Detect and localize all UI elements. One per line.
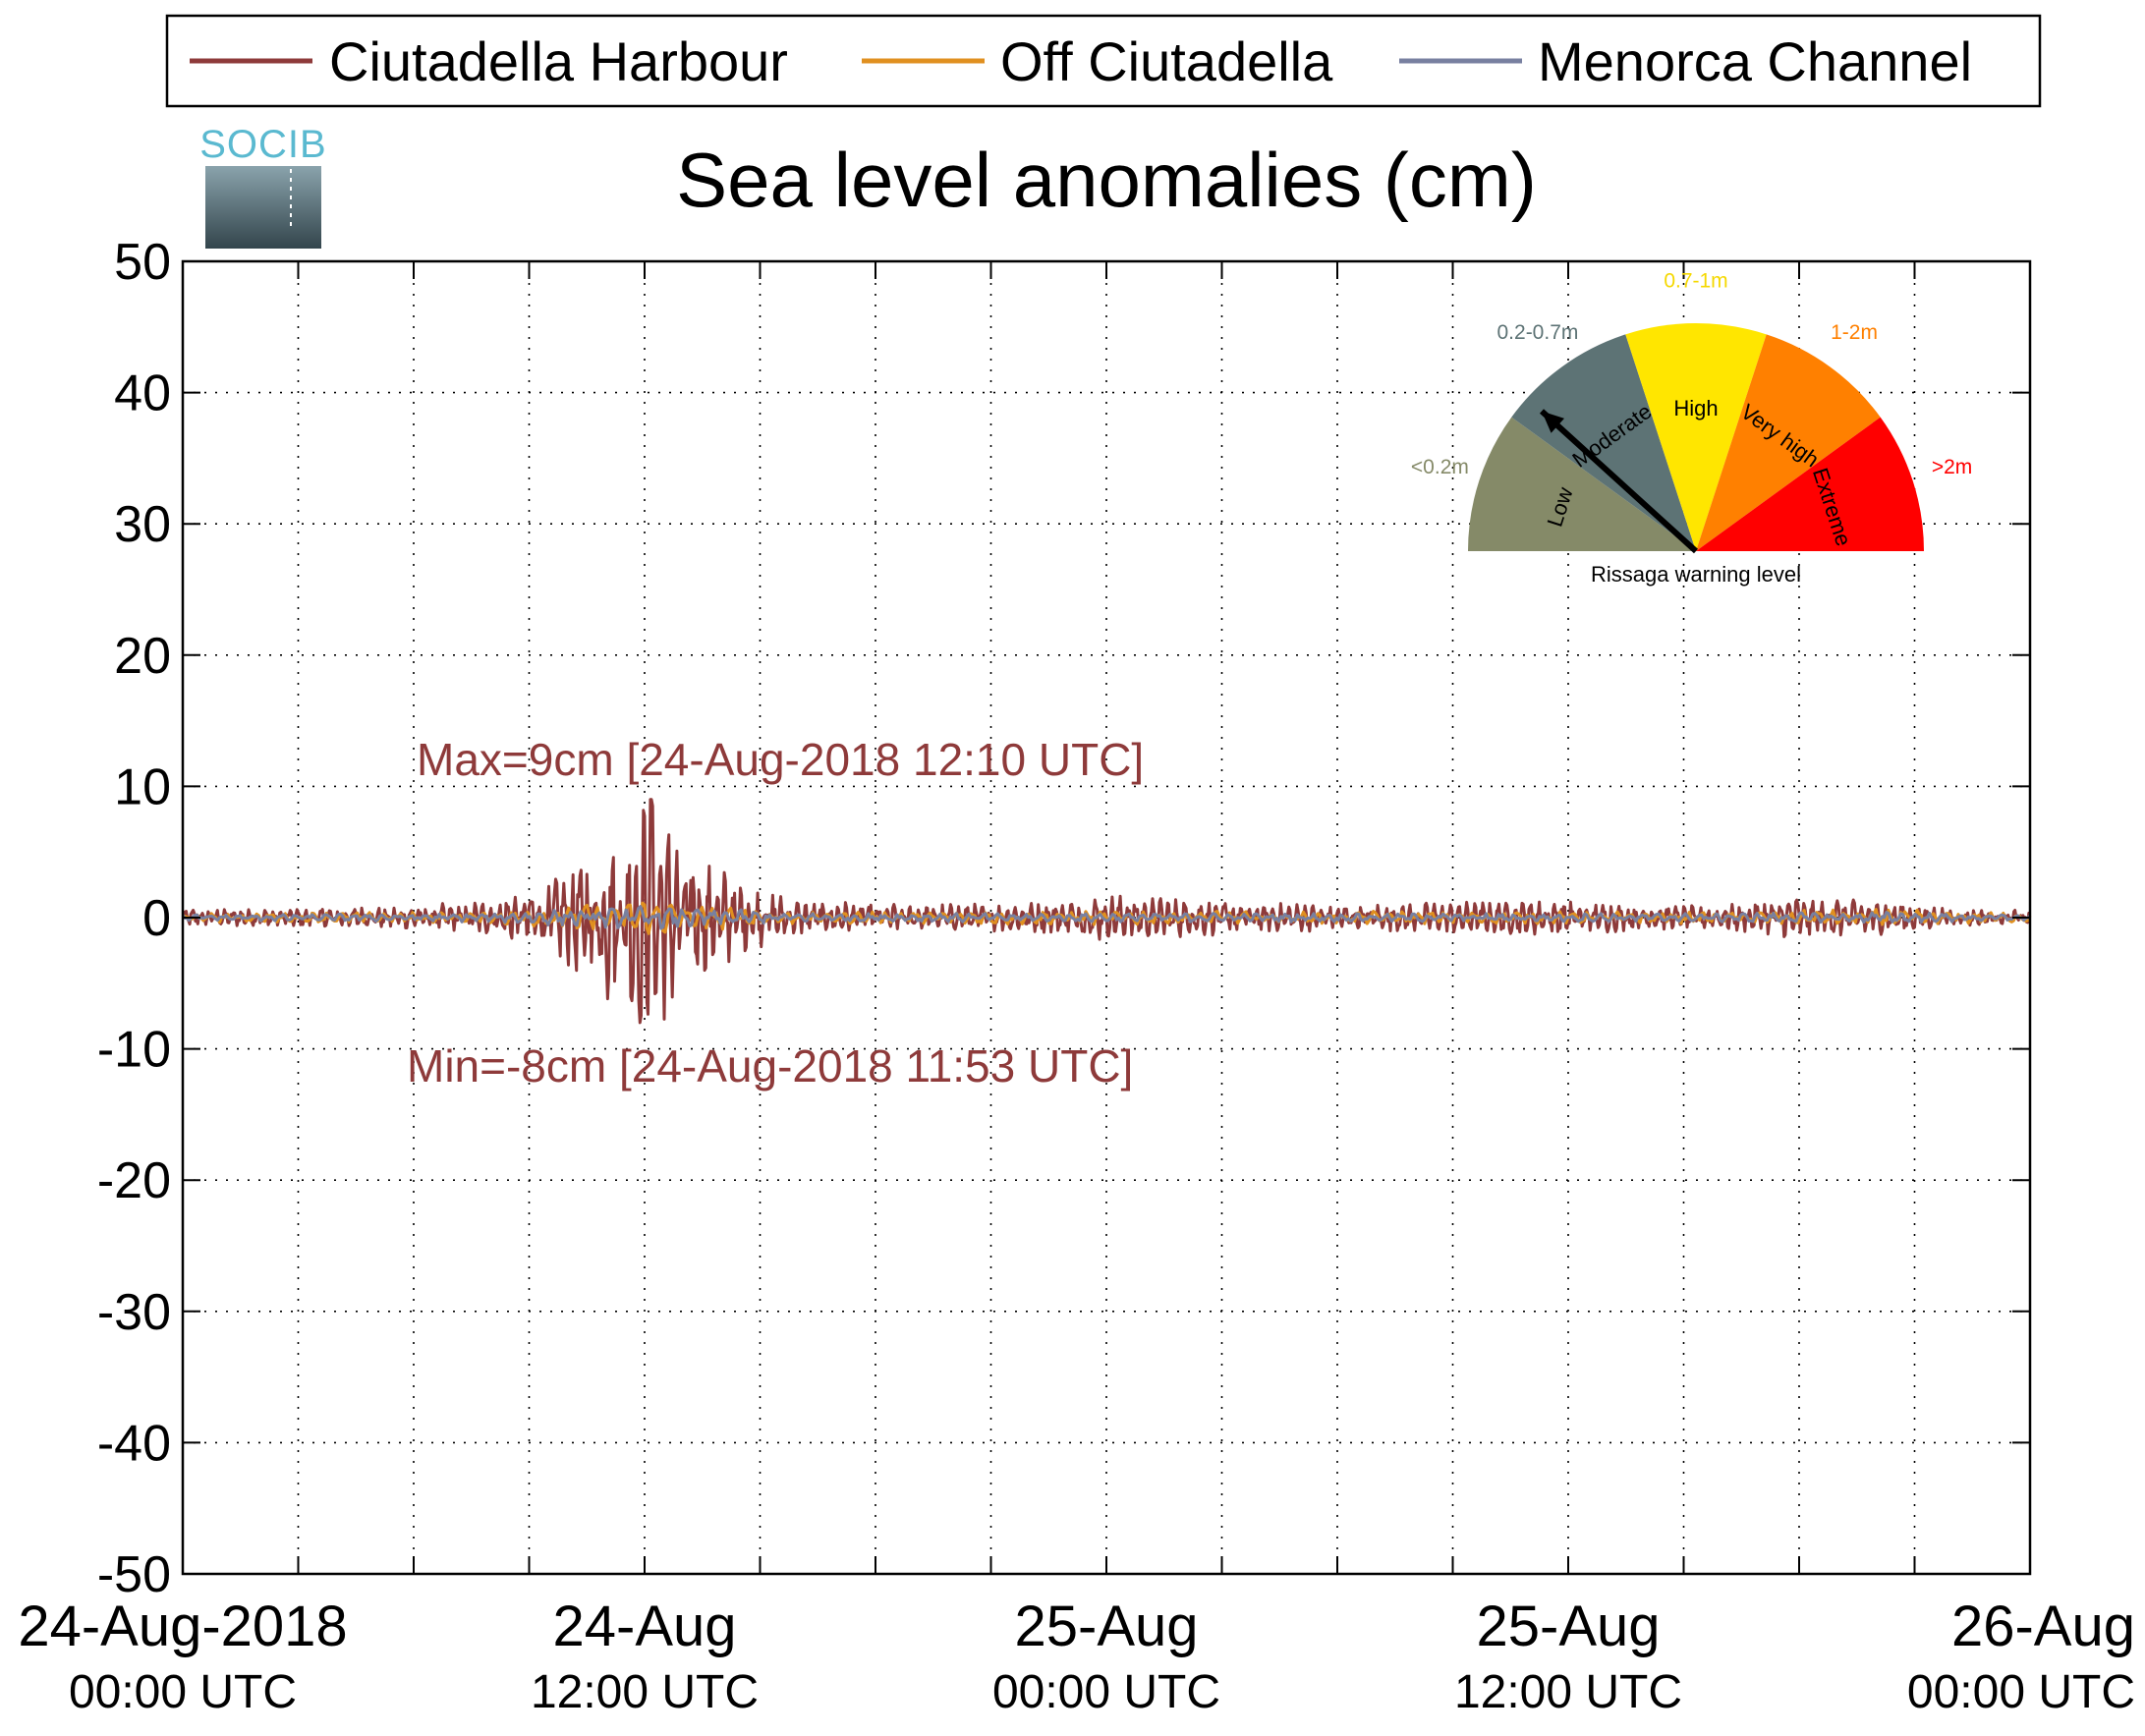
y-axis: 50 40 30 20 10 0 -10 -20 -30 -40 -50 (97, 234, 2030, 1603)
x-tick-label-date: 24-Aug-2018 (18, 1595, 347, 1658)
x-tick-label-time: 12:00 UTC (531, 1666, 759, 1718)
logo-text: SOCIB (199, 123, 326, 166)
gauge-sector-label: High (1673, 396, 1718, 420)
legend: Ciutadella Harbour Off Ciutadella Menorc… (165, 14, 2042, 108)
legend-label-channel: Menorca Channel (1538, 30, 1972, 92)
x-tick-label-time: 12:00 UTC (1454, 1666, 1682, 1718)
y-tick-label: 30 (114, 496, 171, 553)
y-tick-label: -40 (97, 1415, 171, 1472)
x-tick-label-time: 00:00 UTC (992, 1666, 1220, 1718)
series-line-0 (182, 798, 2031, 1025)
y-tick-label: 50 (114, 234, 171, 291)
chart-title: Sea level anomalies (cm) (676, 137, 1537, 223)
plot-series (181, 798, 2032, 1025)
socib-logo: SOCIB (199, 123, 326, 249)
y-tick-label: -50 (97, 1546, 171, 1603)
gauge-range-label: <0.2m (1411, 456, 1469, 478)
gauge-range-label: 1-2m (1831, 321, 1878, 344)
x-tick-label-time: 00:00 UTC (1907, 1666, 2135, 1718)
x-tick-label-date: 24-Aug (552, 1595, 736, 1658)
x-tick-label-date: 25-Aug (1476, 1595, 1660, 1658)
gauge-needle (1539, 409, 1699, 554)
logo-gradient-block (205, 166, 321, 249)
y-tick-label: 40 (114, 365, 171, 422)
gauge-range-label: 0.2-0.7m (1497, 321, 1579, 344)
y-tick-label: 0 (142, 890, 171, 947)
x-tick-label-time: 00:00 UTC (69, 1666, 297, 1718)
legend-label-harbour: Ciutadella Harbour (329, 30, 788, 92)
y-tick-label: 20 (114, 628, 171, 685)
x-tick-label-date: 25-Aug (1014, 1595, 1198, 1658)
gauge-sector (1468, 417, 1696, 551)
annotation-max: Max=9cm [24-Aug-2018 12:10 UTC] (417, 734, 1144, 785)
series-line-2 (181, 905, 2032, 930)
y-tick-label: 10 (114, 758, 171, 815)
gauge-sector (1625, 323, 1767, 551)
annotation-min: Min=-8cm [24-Aug-2018 11:53 UTC] (407, 1040, 1133, 1092)
y-tick-label: -30 (97, 1284, 171, 1341)
gauge-caption: Rissaga warning level (1591, 562, 1801, 587)
gauge-sector (1511, 334, 1696, 551)
x-axis: 24-Aug-2018 00:00 UTC 24-Aug 12:00 UTC 25-Au… (18, 261, 2135, 1718)
legend-label-off: Off Ciutadella (1000, 30, 1333, 92)
legend-box (165, 14, 2042, 108)
y-tick-label: -10 (97, 1022, 171, 1079)
gauge-range-label: 0.7-1m (1664, 270, 1727, 293)
y-tick-label: -20 (97, 1152, 171, 1209)
gauge-range-label: >2m (1932, 456, 1972, 478)
gauge-needle-head (1542, 411, 1564, 433)
gauge-sector (1696, 417, 1924, 551)
gauge-sector (1696, 334, 1881, 551)
x-tick-label-date: 26-Aug (1951, 1595, 2135, 1658)
